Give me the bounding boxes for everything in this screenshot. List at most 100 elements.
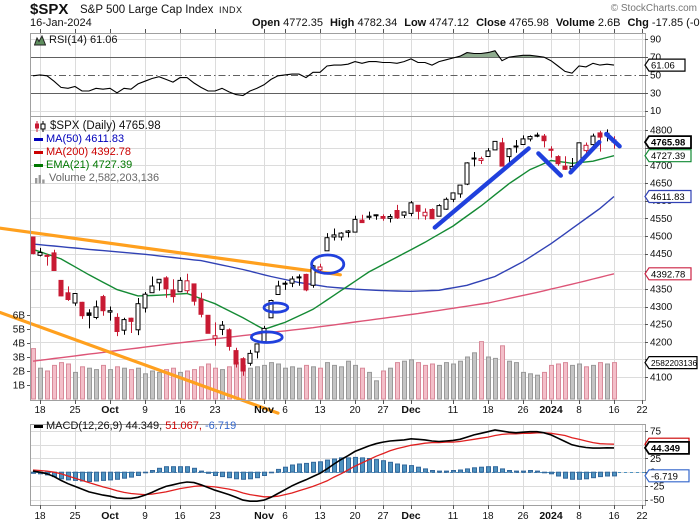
quote-field: Low 4747.12 <box>404 17 470 29</box>
ma50-line <box>32 195 615 293</box>
ma200-line <box>32 273 615 362</box>
svg-text:4500: 4500 <box>650 232 673 243</box>
svg-text:11: 11 <box>448 511 459 522</box>
x-axis: 18 18 25 25 Oct Oct 9 9 16 16 23 23 Nov Nov 6 6 13 13 20 20… <box>34 29 648 522</box>
svg-text:6: 6 <box>282 511 288 522</box>
svg-text:2024: 2024 <box>539 404 563 416</box>
volume-axis-labels: 1B 2B 3B 4B 5B 6B <box>13 311 30 392</box>
quote-field: Chg -17.85 (-0.37%) <box>627 17 700 29</box>
svg-text:26: 26 <box>517 405 529 416</box>
volume-bars-icon <box>35 175 45 184</box>
rsi-legend: RSI(14) 61.06 <box>34 34 117 47</box>
svg-text:4800: 4800 <box>650 126 673 137</box>
svg-text:16: 16 <box>174 405 186 416</box>
svg-text:4250: 4250 <box>650 320 673 331</box>
svg-text:4392.78: 4392.78 <box>651 269 685 280</box>
blue-annotations <box>249 131 622 344</box>
rsi-legend-label[interactable]: RSI(14) 61.06 <box>49 34 118 46</box>
svg-text:30: 30 <box>650 88 662 99</box>
ma200-swatch <box>34 151 43 154</box>
svg-text:44.349: 44.349 <box>651 443 680 454</box>
svg-text:4650: 4650 <box>650 179 673 190</box>
macd-legend-main[interactable]: MACD(12,26,9) 44.349, <box>46 420 163 432</box>
quote-field: Close 4765.98 <box>476 17 549 29</box>
svg-text:1B: 1B <box>13 381 26 392</box>
svg-text:22: 22 <box>636 405 648 416</box>
svg-text:61.06: 61.06 <box>651 61 675 72</box>
svg-text:4550: 4550 <box>650 214 673 225</box>
svg-text:18: 18 <box>482 511 494 522</box>
candlesticks <box>30 129 617 376</box>
stockcharts-credit[interactable]: © StockCharts.com <box>610 3 697 14</box>
macd-legend: MACD(12,26,9) 44.349, 51.067, -6.719 <box>34 420 236 433</box>
ma50-swatch <box>34 138 43 141</box>
candlestick-icon <box>35 121 46 132</box>
svg-text:8: 8 <box>576 405 582 416</box>
svg-text:-50: -50 <box>650 495 665 506</box>
svg-text:Dec: Dec <box>401 404 420 416</box>
svg-text:4100: 4100 <box>650 373 673 384</box>
ema21-legend-label[interactable]: EMA(21) 4727.39 <box>46 159 133 171</box>
svg-text:2024: 2024 <box>539 510 563 522</box>
svg-text:Oct: Oct <box>101 510 119 522</box>
svg-text:8: 8 <box>576 511 582 522</box>
macd-legend-signal: 51.067, <box>165 420 202 432</box>
ema21-swatch <box>34 164 43 167</box>
svg-text:-6.719: -6.719 <box>651 471 678 482</box>
volume-bars <box>31 341 617 400</box>
svg-text:4700: 4700 <box>650 161 673 172</box>
svg-text:4727.39: 4727.39 <box>651 151 685 162</box>
panel-borders <box>30 33 646 506</box>
svg-text:20: 20 <box>349 511 361 522</box>
macd-legend-hist: -6.719 <box>205 420 237 432</box>
svg-text:4300: 4300 <box>650 302 673 313</box>
svg-text:4200: 4200 <box>650 337 673 348</box>
svg-text:75: 75 <box>650 427 662 438</box>
svg-text:4350: 4350 <box>650 284 673 295</box>
chart-header: $SPX S&P 500 Large Cap Index INDX © Stoc… <box>0 0 700 32</box>
chart-date: 16-Jan-2024 <box>30 17 92 29</box>
svg-text:18: 18 <box>482 405 494 416</box>
quote-field: Volume 2.6B <box>555 17 621 29</box>
svg-text:27: 27 <box>377 405 389 416</box>
svg-text:4B: 4B <box>13 339 26 350</box>
svg-text:25: 25 <box>650 454 662 465</box>
svg-text:4765.98: 4765.98 <box>651 138 685 149</box>
axis-callouts: 61.06 2582203136 4765.98 4727.39 4611.83 4392… <box>643 58 698 483</box>
svg-text:Oct: Oct <box>101 404 119 416</box>
svg-text:70: 70 <box>650 53 662 64</box>
svg-text:4611.83: 4611.83 <box>651 192 685 203</box>
svg-text:6B: 6B <box>13 311 26 322</box>
svg-text:2582203136: 2582203136 <box>651 358 698 368</box>
price-legend-symbol[interactable]: $SPX (Daily) 4765.98 <box>50 120 161 132</box>
grid-lines <box>30 33 645 505</box>
quote-fields: Open 4772.35 High 4782.34 Low 4747.12 Close… <box>252 17 700 29</box>
svg-text:20: 20 <box>349 405 361 416</box>
svg-text:27: 27 <box>377 511 389 522</box>
svg-text:3B: 3B <box>13 353 26 364</box>
volume-legend-label[interactable]: Volume 2,582,203,136 <box>49 172 160 184</box>
symbol-label[interactable]: $SPX <box>30 1 69 18</box>
macd-swatch <box>34 425 43 428</box>
svg-text:Nov: Nov <box>254 510 274 522</box>
ma200-line <box>32 273 615 362</box>
svg-text:18: 18 <box>34 511 46 522</box>
svg-text:4450: 4450 <box>650 249 673 260</box>
svg-text:25: 25 <box>69 405 81 416</box>
svg-text:16: 16 <box>608 511 620 522</box>
svg-text:23: 23 <box>209 511 221 522</box>
svg-text:9: 9 <box>142 405 148 416</box>
symbol-name: S&P 500 Large Cap Index <box>80 4 214 16</box>
rsi-bands <box>30 57 645 94</box>
svg-text:22: 22 <box>636 511 648 522</box>
ma50-legend-label[interactable]: MA(50) 4611.83 <box>46 133 125 145</box>
svg-text:16: 16 <box>174 511 186 522</box>
svg-text:16: 16 <box>608 405 620 416</box>
svg-text:90: 90 <box>650 35 662 46</box>
svg-text:Nov: Nov <box>254 404 274 416</box>
quote-field: High 4782.34 <box>329 17 398 29</box>
ma200-legend-label[interactable]: MA(200) 4392.78 <box>46 146 131 158</box>
price-legend: $SPX (Daily) 4765.98 MA(50) 4611.83 MA(2… <box>34 120 161 185</box>
